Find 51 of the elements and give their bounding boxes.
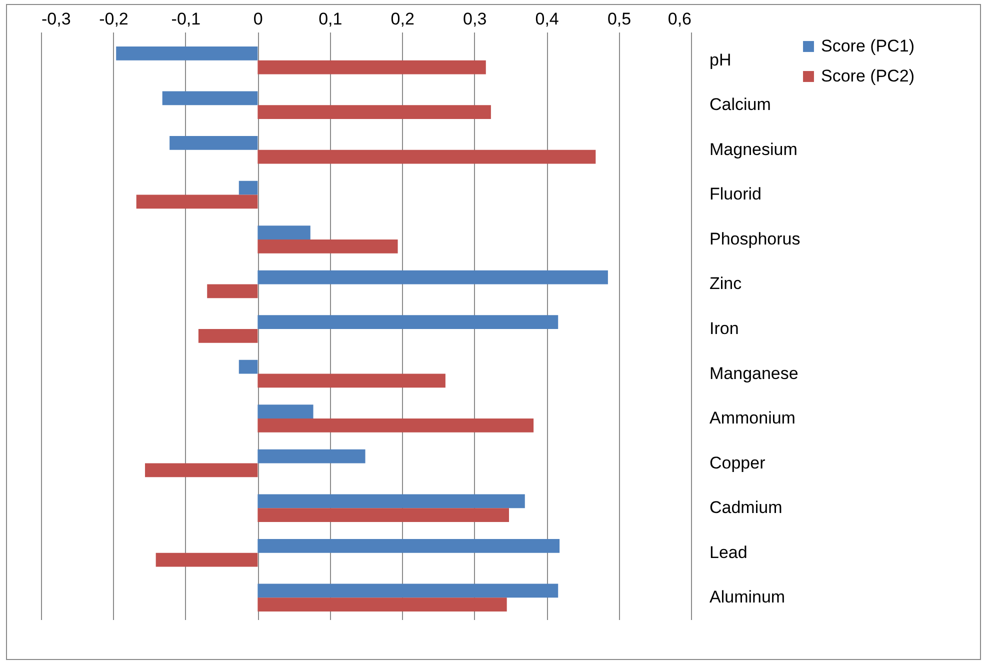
bar xyxy=(258,508,509,522)
x-tick-label: 0,2 xyxy=(390,10,414,28)
y-tick-label: Manganese xyxy=(710,364,798,383)
bar xyxy=(258,226,310,240)
legend-label: Score (PC1) xyxy=(821,36,915,56)
bar xyxy=(207,284,258,298)
x-tick-label: 0 xyxy=(253,10,263,28)
bar xyxy=(116,46,258,60)
bar xyxy=(156,552,258,567)
bar xyxy=(258,404,314,419)
y-tick-label: Phosphorus xyxy=(710,229,800,248)
y-tick-label: Calcium xyxy=(710,95,771,114)
y-tick-label: Aluminum xyxy=(710,588,786,607)
y-tick-label: Ammonium xyxy=(710,408,796,428)
bar xyxy=(258,150,596,164)
bar xyxy=(258,315,558,329)
y-tick-label: Lead xyxy=(710,542,748,562)
y-tick-label: Cadmium xyxy=(710,498,782,518)
bar xyxy=(258,538,560,553)
x-tick-label: 0,5 xyxy=(607,10,632,28)
x-tick-label: 0,4 xyxy=(535,10,559,28)
bar xyxy=(238,180,258,195)
bar xyxy=(198,329,258,343)
bar xyxy=(258,584,558,598)
bar xyxy=(258,105,491,120)
x-tick-label: 0,3 xyxy=(463,10,487,28)
x-tick-label: -0,2 xyxy=(99,10,128,28)
y-tick-label: Copper xyxy=(710,453,766,472)
y-tick-label: Fluorid xyxy=(710,184,762,204)
legend-label: Score (PC2) xyxy=(821,66,915,86)
bar xyxy=(136,194,258,209)
bar xyxy=(258,598,507,612)
bar xyxy=(162,91,258,106)
y-tick-label: Magnesium xyxy=(710,140,798,159)
y-tick-label: Zinc xyxy=(710,274,742,294)
x-tick-label: 0,1 xyxy=(318,10,342,28)
bar xyxy=(258,60,486,74)
bar xyxy=(258,418,534,432)
y-tick-label: pH xyxy=(710,50,732,70)
bar xyxy=(258,374,446,388)
bar xyxy=(238,360,258,374)
bar xyxy=(258,449,366,464)
bar xyxy=(258,494,525,508)
x-tick-label: -0,1 xyxy=(171,10,201,28)
bar xyxy=(258,239,398,254)
bar xyxy=(170,136,258,150)
bar xyxy=(145,463,258,478)
x-tick-label: -0,3 xyxy=(42,10,71,28)
bar xyxy=(258,270,608,284)
x-tick-label: 0,6 xyxy=(668,10,692,28)
y-tick-label: Iron xyxy=(710,319,739,338)
